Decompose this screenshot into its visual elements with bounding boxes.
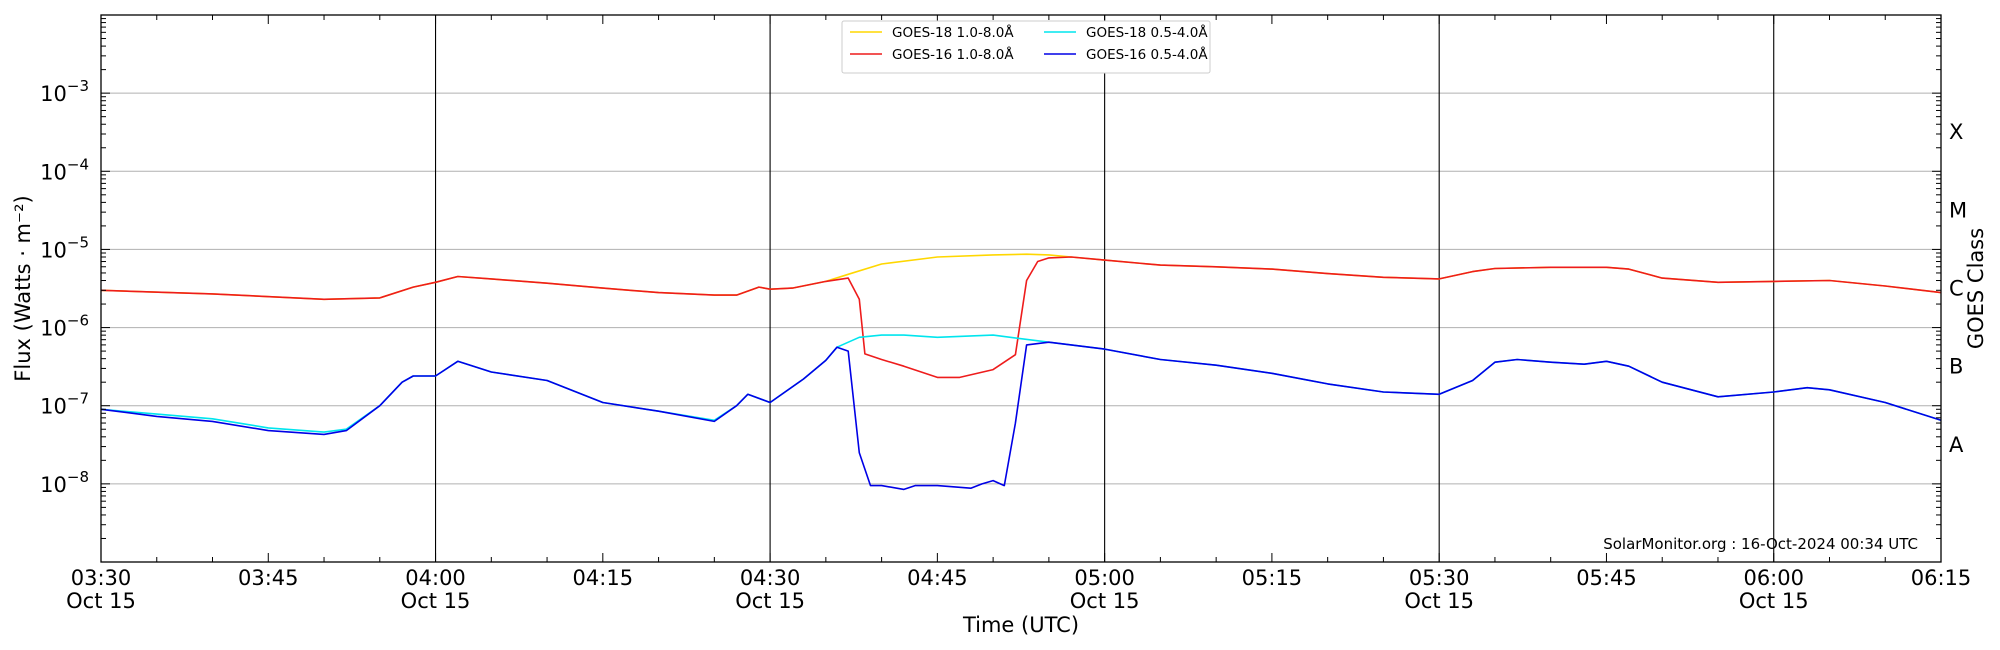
- y-tick-label: 10−7: [40, 390, 89, 419]
- y-tick-base: 10: [40, 317, 67, 341]
- x-tick-label: 05:45: [1576, 566, 1637, 590]
- legend-label: GOES-16 1.0-8.0Å: [892, 46, 1014, 63]
- y-tick-base: 10: [40, 395, 67, 419]
- x-tick-label: 06:15: [1911, 566, 1972, 590]
- x-tick-label: 04:30: [740, 566, 801, 590]
- goes-class-label: C: [1949, 277, 1964, 301]
- grid-layer: [101, 15, 1941, 562]
- x-tick-label: 05:00: [1074, 566, 1135, 590]
- y-tick-base: 10: [40, 82, 67, 106]
- x-tick-date-label: Oct 15: [401, 589, 471, 613]
- y-tick-exponent: −5: [67, 233, 89, 251]
- goes-class-label: M: [1949, 198, 1967, 222]
- x-tick-label: 05:15: [1242, 566, 1303, 590]
- y-tick-label: 10−6: [40, 312, 89, 341]
- y-tick-exponent: −7: [67, 390, 89, 408]
- legend-label: GOES-18 1.0-8.0Å: [892, 24, 1014, 41]
- x-tick-date-label: Oct 15: [1404, 589, 1474, 613]
- legend-label: GOES-16 0.5-4.0Å: [1086, 46, 1208, 63]
- x-tick-label: 04:15: [573, 566, 634, 590]
- x-tick-date-label: Oct 15: [1739, 589, 1809, 613]
- x-tick-date-label: Oct 15: [1070, 589, 1140, 613]
- y-tick-exponent: −6: [67, 312, 89, 330]
- y-tick-exponent: −8: [67, 468, 89, 486]
- goes-class-label: A: [1949, 433, 1964, 457]
- x-tick-date-label: Oct 15: [66, 589, 136, 613]
- x-axis-title: Time (UTC): [962, 613, 1079, 637]
- legend-label: GOES-18 0.5-4.0Å: [1086, 24, 1208, 41]
- legend: GOES-18 1.0-8.0Å GOES-18 0.5-4.0Å GOES-16 …: [841, 20, 1211, 74]
- y-tick-base: 10: [40, 473, 67, 497]
- y-tick-label: 10−8: [40, 468, 89, 497]
- series-line-1: [100, 256, 1942, 379]
- legend-box: [841, 20, 1211, 74]
- goes-class-axis-title: GOES Class: [1964, 228, 1988, 349]
- y-tick-base: 10: [40, 238, 67, 262]
- x-tick-label: 06:00: [1743, 566, 1804, 590]
- y-tick-exponent: −4: [67, 155, 89, 173]
- y-tick-label: 10−4: [40, 155, 89, 184]
- credit-text: SolarMonitor.org : 16-Oct-2024 00:34 UTC: [1603, 535, 1918, 553]
- goes-class-label: B: [1949, 355, 1963, 379]
- y-tick-label: 10−5: [40, 233, 89, 262]
- goes-class-label: X: [1949, 120, 1963, 144]
- y-tick-base: 10: [40, 160, 67, 184]
- x-tick-label: 03:45: [238, 566, 299, 590]
- y-tick-exponent: −3: [67, 77, 89, 95]
- series-layer: [100, 253, 1942, 491]
- x-tick-label: 04:00: [405, 566, 466, 590]
- y-tick-label: 10−3: [40, 77, 89, 106]
- series-line-3: [100, 341, 1942, 491]
- tick-layer: [100, 15, 1942, 563]
- x-tick-date-label: Oct 15: [735, 589, 805, 613]
- x-tick-label: 05:30: [1409, 566, 1470, 590]
- x-tick-label: 03:30: [71, 566, 132, 590]
- series-line-0: [100, 253, 1942, 301]
- plot-frame: [100, 14, 1942, 563]
- y-axis-title: Flux (Watts · m⁻²): [11, 195, 35, 381]
- x-tick-label: 04:45: [907, 566, 968, 590]
